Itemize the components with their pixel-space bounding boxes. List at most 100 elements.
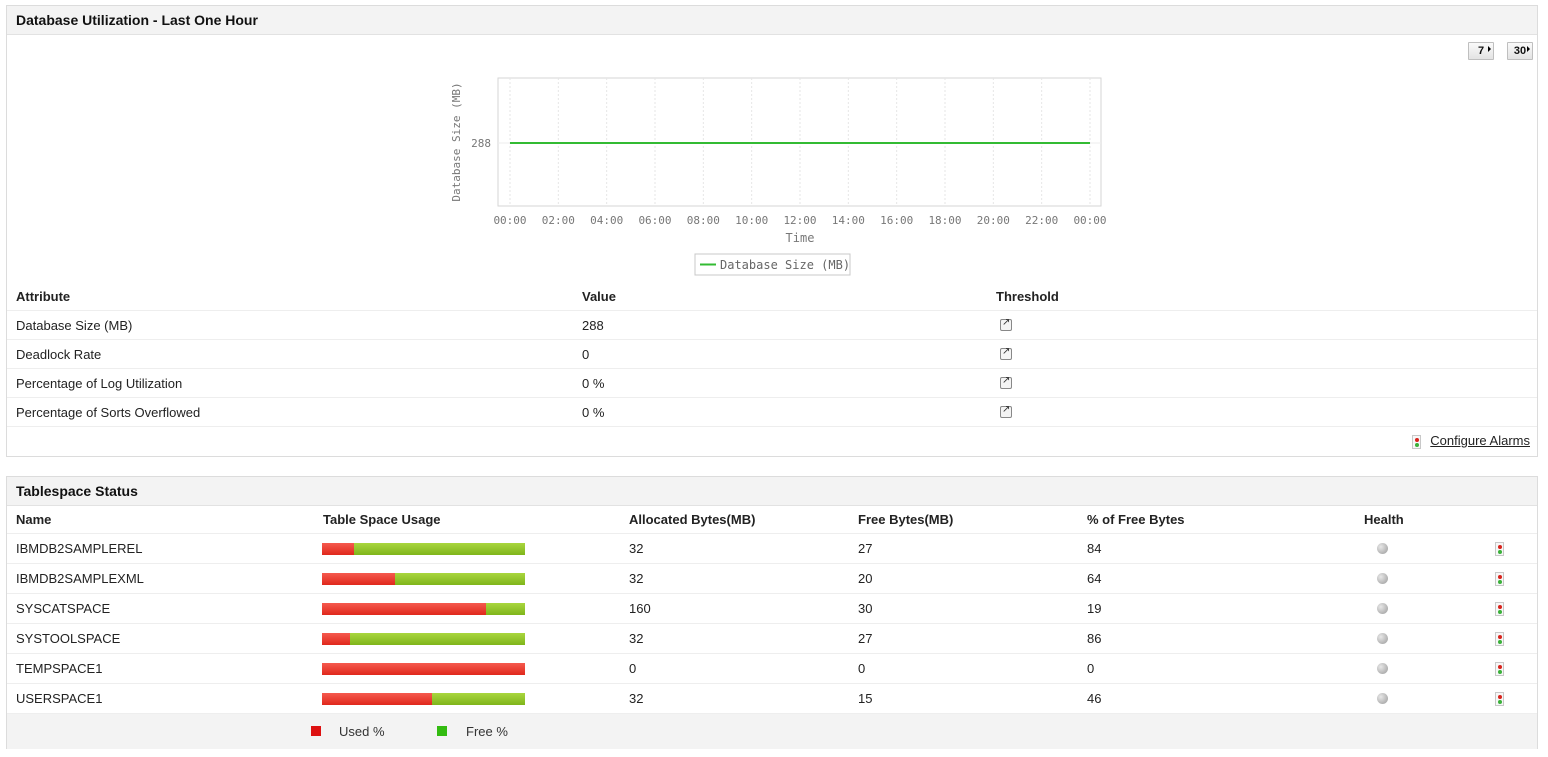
- free-bytes: 27: [858, 631, 873, 646]
- attribute-value: 0 %: [582, 376, 605, 391]
- legend-label: Database Size (MB): [720, 258, 850, 272]
- tablespace-name: TEMPSPACE1: [16, 661, 103, 676]
- threshold-edit-icon[interactable]: [1000, 375, 1012, 389]
- column-header-attribute: Attribute: [16, 289, 71, 304]
- alarm-config-icon[interactable]: [1495, 662, 1504, 676]
- allocated-bytes: 32: [629, 691, 644, 706]
- alarm-config-icon[interactable]: [1495, 602, 1504, 616]
- table-row: SYSCATSPACE 160 30 19: [7, 594, 1537, 624]
- column-header-allocated: Allocated Bytes(MB): [629, 512, 756, 527]
- x-tick-label: 12:00: [783, 214, 816, 227]
- pct-free-bytes: 64: [1087, 571, 1102, 586]
- usage-bar-used: [322, 603, 487, 615]
- configure-alarms-link[interactable]: Configure Alarms: [1430, 433, 1530, 448]
- usage-bar: [322, 633, 525, 645]
- table-row: IBMDB2SAMPLEREL 32 27 84: [7, 534, 1537, 564]
- usage-bar: [322, 573, 525, 585]
- threshold-edit-icon[interactable]: [1000, 404, 1012, 418]
- free-bytes: 15: [858, 691, 873, 706]
- attribute-value: 0: [582, 347, 590, 362]
- usage-bar: [322, 603, 525, 615]
- pct-free-bytes: 0: [1087, 661, 1095, 676]
- tablespace-name: IBMDB2SAMPLEXML: [16, 571, 144, 586]
- allocated-bytes: 160: [629, 601, 651, 616]
- usage-bar-used: [322, 573, 396, 585]
- table-row: SYSTOOLSPACE 32 27 86: [7, 624, 1537, 654]
- attribute-value: 0 %: [582, 405, 605, 420]
- free-bytes: 20: [858, 571, 873, 586]
- alarm-config-icon[interactable]: [1495, 572, 1504, 586]
- alarm-icon: [1412, 435, 1421, 449]
- column-header-usage: Table Space Usage: [323, 512, 441, 527]
- health-status-icon: [1377, 573, 1388, 584]
- x-tick-label: 02:00: [542, 214, 575, 227]
- attribute-row: Database Size (MB) 288: [7, 311, 1537, 340]
- y-axis-label: Database Size (MB): [450, 82, 463, 201]
- x-tick-label: 10:00: [735, 214, 768, 227]
- allocated-bytes: 32: [629, 631, 644, 646]
- threshold-edit-icon[interactable]: [1000, 317, 1012, 331]
- alarm-config-icon[interactable]: [1495, 632, 1504, 646]
- x-tick-label: 20:00: [977, 214, 1010, 227]
- chart-legend: [694, 253, 851, 276]
- health-status-icon: [1377, 663, 1388, 674]
- column-header-name: Name: [16, 512, 52, 527]
- used-swatch: [311, 726, 321, 736]
- usage-bar: [322, 663, 525, 675]
- usage-bar-used: [322, 633, 351, 645]
- attribute-value: 288: [582, 318, 604, 333]
- period-7-button[interactable]: 7: [1468, 42, 1494, 60]
- tablespace-name: SYSTOOLSPACE: [16, 631, 121, 646]
- attribute-row: Deadlock Rate 0: [7, 340, 1537, 369]
- tablespace-table-header: Name Table Space Usage Allocated Bytes(M…: [7, 505, 1537, 534]
- table-row: TEMPSPACE1 0 0 0: [7, 654, 1537, 684]
- column-header-free-bytes: Free Bytes(MB): [858, 512, 954, 527]
- x-tick-label: 06:00: [638, 214, 671, 227]
- tablespace-name: IBMDB2SAMPLEREL: [16, 541, 143, 556]
- x-tick-label: 22:00: [1025, 214, 1058, 227]
- column-header-threshold: Threshold: [996, 289, 1059, 304]
- allocated-bytes: 32: [629, 571, 644, 586]
- x-axis-label: Time: [786, 231, 815, 245]
- attribute-name: Percentage of Sorts Overflowed: [16, 405, 201, 420]
- pct-free-bytes: 84: [1087, 541, 1102, 556]
- allocated-bytes: 32: [629, 541, 644, 556]
- usage-bar-used: [322, 663, 525, 675]
- y-tick-label: 288: [471, 137, 491, 150]
- attribute-table-header: Attribute Value Threshold: [7, 282, 1537, 311]
- pct-free-bytes: 46: [1087, 691, 1102, 706]
- health-status-icon: [1377, 603, 1388, 614]
- free-legend-label: Free %: [466, 724, 508, 739]
- attribute-row: Percentage of Log Utilization 0 %: [7, 369, 1537, 398]
- alarm-config-icon[interactable]: [1495, 542, 1504, 556]
- pct-free-bytes: 86: [1087, 631, 1102, 646]
- tablespace-name: USERSPACE1: [16, 691, 103, 706]
- database-utilization-panel: Database Utilization - Last One Hour 7 3…: [6, 5, 1538, 457]
- x-tick-label: 18:00: [928, 214, 961, 227]
- health-status-icon: [1377, 633, 1388, 644]
- allocated-bytes: 0: [629, 661, 637, 676]
- table-row: IBMDB2SAMPLEXML 32 20 64: [7, 564, 1537, 594]
- x-tick-label: 16:00: [880, 214, 913, 227]
- attribute-name: Database Size (MB): [16, 318, 133, 333]
- x-tick-label: 00:00: [493, 214, 526, 227]
- period-30-button[interactable]: 30: [1507, 42, 1533, 60]
- threshold-edit-icon[interactable]: [1000, 346, 1012, 360]
- alarm-config-icon[interactable]: [1495, 692, 1504, 706]
- panel-title: Tablespace Status: [7, 477, 1537, 506]
- used-legend-label: Used %: [339, 724, 385, 739]
- column-header-health: Health: [1364, 512, 1404, 527]
- tablespace-name: SYSCATSPACE: [16, 601, 111, 616]
- tablespace-status-panel: Tablespace Status Name Table Space Usage…: [6, 476, 1538, 749]
- usage-bar: [322, 693, 525, 705]
- free-bytes: 0: [858, 661, 866, 676]
- column-header-value: Value: [582, 289, 616, 304]
- column-header-pct-free: % of Free Bytes: [1087, 512, 1185, 527]
- pct-free-bytes: 19: [1087, 601, 1102, 616]
- usage-bar: [322, 543, 525, 555]
- free-bytes: 30: [858, 601, 873, 616]
- attribute-row: Percentage of Sorts Overflowed 0 %: [7, 398, 1537, 427]
- usage-bar-used: [322, 693, 432, 705]
- table-row: USERSPACE1 32 15 46: [7, 684, 1537, 714]
- health-status-icon: [1377, 543, 1388, 554]
